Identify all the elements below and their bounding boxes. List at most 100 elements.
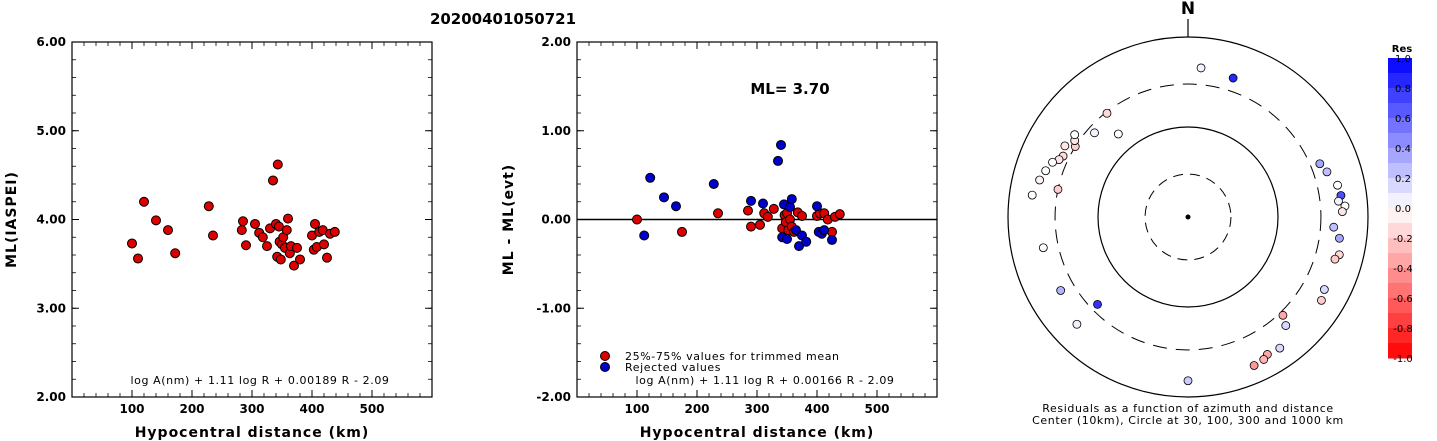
data-point-trimmed bbox=[762, 211, 773, 222]
colorbar-tick-label: 0.0 bbox=[1395, 204, 1411, 215]
colorbar-segment bbox=[1388, 58, 1412, 74]
station-residual-point bbox=[1317, 295, 1326, 305]
colorbar-segment bbox=[1388, 178, 1412, 194]
y-tick-label: 3.00 bbox=[36, 301, 66, 315]
data-point-rejected bbox=[794, 241, 804, 252]
station-residual-point bbox=[1070, 130, 1080, 140]
colorbar-segment bbox=[1388, 223, 1412, 239]
x-axis-label: Hypocentral distance (km) bbox=[135, 425, 370, 441]
range-circle-30km bbox=[1144, 173, 1232, 261]
colorbar-segment bbox=[1388, 148, 1412, 164]
data-point bbox=[238, 216, 248, 227]
station-residual-point bbox=[1093, 299, 1102, 309]
legend-label-rejected: Rejected values bbox=[625, 361, 721, 374]
colorbar-tick-label: 1.0 bbox=[1395, 54, 1411, 65]
data-point bbox=[292, 242, 302, 253]
colorbar-segment bbox=[1388, 253, 1412, 269]
y-tick-label: -2.00 bbox=[536, 390, 571, 404]
station-residual-point bbox=[1275, 343, 1285, 353]
azimuth-residual-polar-plot: 1.0 0.8 0.6 0.4 0.2 0.0 -0.2 -0.4 -0.6 -0.8 -1.0 bbox=[1007, 19, 1413, 398]
colorbar-segment bbox=[1388, 118, 1412, 134]
station-residual-point bbox=[1337, 207, 1347, 217]
station-residual-point bbox=[1038, 243, 1048, 253]
colorbar-tick-label: -0.6 bbox=[1393, 294, 1413, 305]
station-residual-point bbox=[1329, 222, 1339, 232]
station-residual-point bbox=[1060, 141, 1070, 151]
ml-vs-distance-plot: 2.00 3.00 4.00 5.00 6.00 100 200 300 400 500 Hypoc… bbox=[4, 35, 433, 441]
data-point-trimmed bbox=[834, 209, 845, 220]
plot-frame bbox=[71, 41, 433, 398]
station-residual-point bbox=[1072, 319, 1082, 329]
y-tick-label: 4.00 bbox=[36, 213, 66, 227]
colorbar-segment bbox=[1388, 88, 1412, 104]
station-residual-point bbox=[1322, 167, 1332, 177]
colorbar-segment bbox=[1388, 283, 1412, 299]
data-point bbox=[319, 239, 329, 250]
x-tick-label: 300 bbox=[744, 402, 769, 416]
data-point bbox=[163, 225, 173, 236]
data-point-rejected bbox=[639, 230, 650, 241]
colorbar-segment bbox=[1388, 328, 1412, 344]
legend-marker-rejected bbox=[600, 362, 610, 372]
colorbar-tick-label: 0.6 bbox=[1395, 114, 1411, 125]
colorbar-tick-label: 0.4 bbox=[1395, 144, 1411, 155]
colorbar-segment bbox=[1388, 73, 1412, 89]
data-point-rejected bbox=[801, 236, 812, 247]
y-tick-label: 2.00 bbox=[36, 390, 66, 404]
data-point bbox=[310, 218, 320, 229]
polar-caption-line2: Center (10km), Circle at 30, 100, 300 an… bbox=[1032, 414, 1344, 427]
data-point-rejected bbox=[659, 192, 669, 203]
data-point bbox=[322, 252, 332, 263]
data-point bbox=[295, 254, 305, 265]
x-tick-label: 500 bbox=[359, 402, 384, 416]
data-point bbox=[329, 226, 340, 237]
data-point bbox=[133, 253, 143, 264]
station-residual-point bbox=[1056, 286, 1066, 295]
colorbar-tick-label: -0.4 bbox=[1393, 264, 1413, 275]
data-point-rejected bbox=[812, 201, 822, 212]
station-residual-point bbox=[1330, 254, 1340, 264]
data-point bbox=[139, 196, 149, 207]
data-point-trimmed bbox=[768, 203, 779, 214]
y-tick-label: -1.00 bbox=[536, 301, 571, 315]
data-point bbox=[268, 175, 278, 186]
figure-title: 20200401050721 bbox=[430, 10, 576, 28]
colorbar-segment bbox=[1388, 208, 1412, 224]
y-tick-label: 0.00 bbox=[541, 213, 571, 227]
colorbar-segment bbox=[1388, 163, 1412, 179]
data-point bbox=[208, 230, 218, 241]
colorbar-tick-label: -0.8 bbox=[1393, 324, 1413, 335]
north-label: N bbox=[1181, 0, 1195, 19]
data-point bbox=[275, 254, 286, 265]
data-point bbox=[250, 218, 260, 229]
station-residual-point bbox=[1090, 128, 1099, 138]
data-point bbox=[262, 241, 272, 252]
station-residual-point bbox=[1249, 361, 1259, 370]
colorbar-tick-label: -0.2 bbox=[1393, 234, 1413, 245]
y-tick-label: 5.00 bbox=[36, 124, 66, 138]
station-residual-point bbox=[1027, 190, 1037, 200]
data-point-trimmed bbox=[713, 208, 723, 219]
range-circle-100km bbox=[1097, 126, 1279, 308]
data-point bbox=[272, 159, 283, 170]
colorbar-segment bbox=[1388, 133, 1412, 149]
data-point-rejected bbox=[645, 172, 656, 183]
y-axis-label: ML(IASPEI) bbox=[4, 171, 20, 268]
data-point-rejected bbox=[671, 201, 681, 212]
data-point bbox=[257, 232, 268, 243]
formula-plot1: log A(nm) + 1.11 log R + 0.00189 R - 2.0… bbox=[130, 374, 389, 387]
data-point-rejected bbox=[785, 202, 795, 213]
data-point-rejected bbox=[708, 179, 719, 189]
station-residual-point bbox=[1048, 157, 1057, 167]
colorbar-segment bbox=[1388, 313, 1412, 329]
station-residual-point bbox=[1035, 175, 1045, 185]
colorbar-segment bbox=[1388, 298, 1412, 314]
y-tick-label: 6.00 bbox=[36, 35, 66, 49]
polar-caption-line1: Residuals as a function of azimuth and d… bbox=[1042, 402, 1333, 415]
x-tick-label: 400 bbox=[804, 402, 829, 416]
epicenter-marker bbox=[1185, 214, 1191, 220]
station-residual-point bbox=[1333, 180, 1342, 190]
station-residual-point bbox=[1319, 285, 1329, 294]
data-point bbox=[151, 215, 161, 226]
